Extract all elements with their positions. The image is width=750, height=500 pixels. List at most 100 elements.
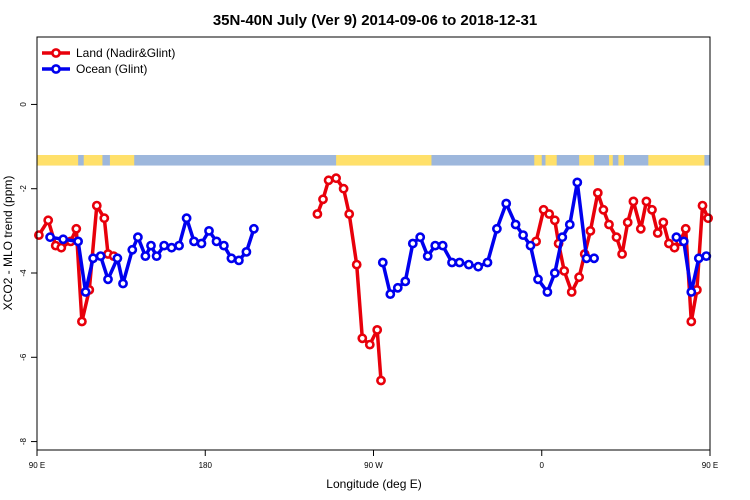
data-point <box>617 249 627 259</box>
land-band-segment <box>609 155 613 166</box>
data-point <box>189 236 199 247</box>
land-band-segment <box>534 155 542 166</box>
data-point <box>598 204 609 215</box>
data-point <box>56 242 67 253</box>
plot-frame <box>36 36 711 451</box>
data-point <box>88 253 98 264</box>
legend-item: Land (Nadir&Glint) <box>42 46 175 60</box>
data-point <box>351 259 362 270</box>
x-tick-label: 180 <box>199 461 213 470</box>
data-point <box>118 278 128 289</box>
data-point <box>196 238 207 249</box>
data-point <box>103 274 113 285</box>
land-band-segment <box>618 155 625 166</box>
data-point <box>549 215 560 226</box>
land-band-segment <box>336 155 432 166</box>
data-point <box>415 232 426 243</box>
data-point <box>241 246 252 257</box>
data-point <box>652 228 663 238</box>
data-point <box>669 242 680 253</box>
data-point <box>323 175 334 186</box>
data-point <box>473 261 484 272</box>
data-point <box>574 272 584 283</box>
data-point <box>385 289 396 299</box>
data-point <box>91 200 102 211</box>
data-point <box>589 253 599 264</box>
data-point <box>678 236 689 247</box>
land-band-segment <box>648 155 705 166</box>
series-layer <box>34 173 713 386</box>
data-point <box>34 230 44 240</box>
data-point <box>357 333 368 344</box>
data-point <box>80 287 91 297</box>
data-point <box>581 253 592 264</box>
y-tick-label: -4 <box>19 269 28 277</box>
x-tick-label: 90 E <box>702 461 718 470</box>
land-ocean-band <box>37 155 710 166</box>
legend-label: Land (Nadir&Glint) <box>76 46 175 60</box>
data-point <box>454 257 465 268</box>
data-point <box>181 213 192 224</box>
data-point <box>542 287 553 297</box>
data-point <box>377 257 388 268</box>
data-point <box>77 316 87 327</box>
data-point <box>622 217 633 228</box>
legend-label: Ocean (Glint) <box>76 62 147 76</box>
data-point <box>566 287 577 297</box>
data-point <box>73 236 83 247</box>
data-point <box>338 183 349 194</box>
data-point <box>159 240 169 251</box>
y-tick-label: -6 <box>19 353 28 361</box>
data-point <box>447 257 457 268</box>
data-point <box>233 255 244 266</box>
data-point <box>533 274 543 285</box>
data-point <box>43 215 54 226</box>
data-point <box>635 223 646 234</box>
data-point <box>430 240 441 251</box>
land-band-segment <box>579 155 595 166</box>
data-point <box>686 316 697 327</box>
x-tick-label: 90 W <box>364 461 383 470</box>
y-axis-label: XCO2 - MLO trend (ppm) <box>1 176 15 311</box>
data-point <box>501 198 512 209</box>
y-tick-label: 0 <box>19 102 28 107</box>
data-point <box>372 324 383 335</box>
data-point <box>518 230 528 240</box>
data-point <box>585 225 596 236</box>
chart-title: 35N-40N July (Ver 9) 2014-09-06 to 2018-… <box>213 12 537 29</box>
data-point <box>204 225 214 236</box>
data-point <box>45 232 55 243</box>
x-tick-label: 90 E <box>29 461 45 470</box>
data-point <box>132 232 143 243</box>
legend-item: Ocean (Glint) <box>42 62 147 76</box>
data-point <box>510 219 521 230</box>
data-point <box>549 268 560 278</box>
x-axis: 90 E 180 90 W 0 90 E <box>29 450 718 470</box>
legend: Land (Nadir&Glint) Ocean (Glint) <box>42 46 175 76</box>
data-point <box>400 276 411 287</box>
data-point <box>248 223 259 234</box>
data-point <box>376 375 386 386</box>
data-point <box>697 200 708 211</box>
data-point <box>491 223 502 234</box>
data-point <box>671 232 682 243</box>
series-line <box>315 176 383 381</box>
data-point <box>226 253 237 264</box>
y-tick-label: -2 <box>19 185 28 193</box>
data-point <box>127 244 138 255</box>
data-point <box>146 240 156 251</box>
series-land <box>34 173 713 386</box>
data-point <box>482 257 493 268</box>
data-point <box>658 217 669 228</box>
data-point <box>407 238 418 249</box>
data-point <box>95 251 106 261</box>
data-point <box>318 194 328 205</box>
data-point <box>463 259 474 270</box>
data-point <box>364 339 375 350</box>
data-point <box>140 251 151 261</box>
data-point <box>211 236 222 247</box>
data-point <box>392 282 403 293</box>
land-band-segment <box>37 155 79 166</box>
data-point <box>525 240 536 251</box>
